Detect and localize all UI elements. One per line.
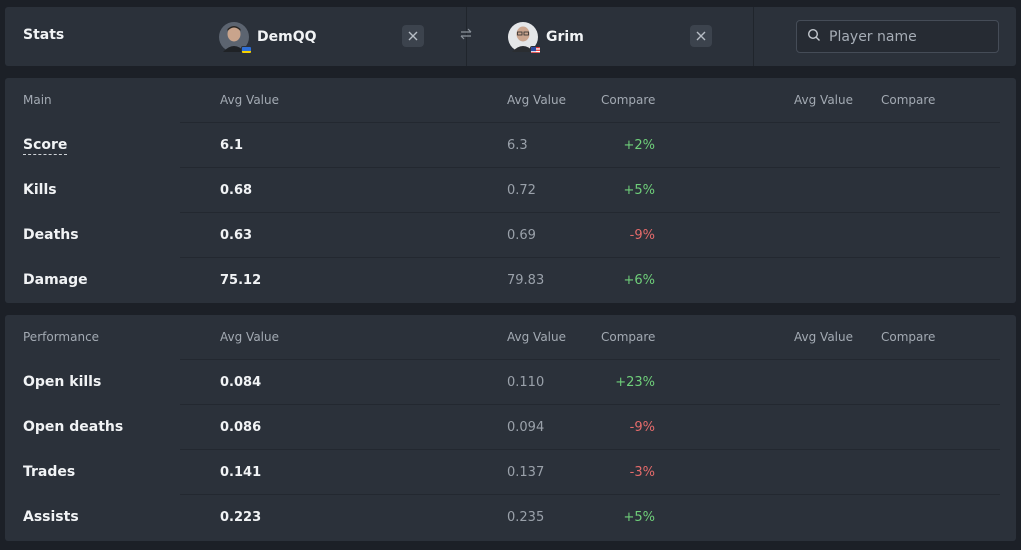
remove-player1-button[interactable]	[402, 25, 424, 47]
column-divider	[753, 7, 754, 66]
player1-avatar	[219, 22, 252, 54]
main-stats-table: Main Avg Value Avg Value Compare Avg Val…	[5, 78, 1016, 303]
player2-value: 0.094	[507, 420, 545, 435]
table-row: Open deaths 0.086 0.094 -9%	[5, 404, 1016, 449]
stat-label: Damage	[23, 272, 88, 288]
column-header-avg: Avg Value	[794, 330, 853, 344]
table-row: Open kills 0.084 0.110 +23%	[5, 359, 1016, 404]
player1-value: 0.63	[220, 228, 253, 243]
column-header-compare: Compare	[601, 93, 656, 107]
compare-value: -9%	[629, 228, 655, 243]
remove-player2-button[interactable]	[690, 25, 712, 47]
player1-value: 0.141	[220, 465, 262, 480]
close-icon	[695, 27, 707, 46]
player2-avatar	[508, 22, 541, 54]
stat-label[interactable]: Score	[23, 137, 68, 155]
search-icon	[807, 27, 821, 46]
player1-value: 75.12	[220, 273, 262, 288]
player2-value: 0.69	[507, 228, 536, 243]
player2-value: 79.83	[507, 273, 545, 288]
table-row: Deaths 0.63 0.69 -9%	[5, 212, 1016, 257]
column-header-avg: Avg Value	[507, 330, 566, 344]
section-title: Main	[23, 93, 52, 107]
player1-value: 0.086	[220, 420, 262, 435]
swap-players-button[interactable]	[456, 25, 476, 47]
table-row: Assists 0.223 0.235 +5%	[5, 494, 1016, 539]
column-header-compare: Compare	[881, 330, 936, 344]
column-header-avg: Avg Value	[220, 93, 279, 107]
compare-value: +5%	[623, 183, 655, 198]
stat-label: Open deaths	[23, 419, 124, 435]
column-header-compare: Compare	[881, 93, 936, 107]
stats-title: Stats	[23, 27, 65, 43]
stat-label: Trades	[23, 464, 76, 480]
column-header-compare: Compare	[601, 330, 656, 344]
compare-value: +6%	[623, 273, 655, 288]
player2-chip[interactable]: Grim	[508, 21, 584, 54]
player1-chip[interactable]: DemQQ	[219, 21, 317, 54]
stat-label: Deaths	[23, 227, 79, 243]
table-row: Damage 75.12 79.83 +6%	[5, 257, 1016, 302]
player-search[interactable]	[796, 20, 999, 53]
ukraine-flag-icon	[241, 46, 252, 54]
table-header: Main Avg Value Avg Value Compare Avg Val…	[5, 78, 1016, 122]
table-row: Score 6.1 6.3 +2%	[5, 122, 1016, 167]
player2-value: 6.3	[507, 138, 528, 153]
player1-value: 0.084	[220, 375, 262, 390]
player2-value: 0.72	[507, 183, 536, 198]
stat-label: Assists	[23, 509, 79, 525]
table-row: Kills 0.68 0.72 +5%	[5, 167, 1016, 212]
compare-value: +5%	[623, 510, 655, 525]
player2-name[interactable]: Grim	[546, 29, 584, 45]
compare-value: -9%	[629, 420, 655, 435]
player1-value: 0.223	[220, 510, 262, 525]
player1-name[interactable]: DemQQ	[257, 29, 317, 45]
column-header-avg: Avg Value	[507, 93, 566, 107]
compare-value: +23%	[615, 375, 655, 390]
player2-value: 0.235	[507, 510, 545, 525]
close-icon	[407, 27, 419, 46]
stat-label: Kills	[23, 182, 57, 198]
table-header: Performance Avg Value Avg Value Compare …	[5, 315, 1016, 359]
stat-label: Open kills	[23, 374, 102, 390]
performance-stats-table: Performance Avg Value Avg Value Compare …	[5, 315, 1016, 541]
swap-icon	[459, 27, 473, 45]
compare-value: -3%	[629, 465, 655, 480]
player2-value: 0.137	[507, 465, 545, 480]
table-row: Trades 0.141 0.137 -3%	[5, 449, 1016, 494]
section-title: Performance	[23, 330, 100, 344]
player1-value: 6.1	[220, 138, 244, 153]
player1-value: 0.68	[220, 183, 253, 198]
column-header-avg: Avg Value	[220, 330, 279, 344]
compare-header: Stats DemQQ	[5, 7, 1016, 66]
compare-value: +2%	[623, 138, 655, 153]
usa-flag-icon	[530, 46, 541, 54]
player-search-input[interactable]	[829, 28, 989, 45]
player2-value: 0.110	[507, 375, 545, 390]
column-header-avg: Avg Value	[794, 93, 853, 107]
